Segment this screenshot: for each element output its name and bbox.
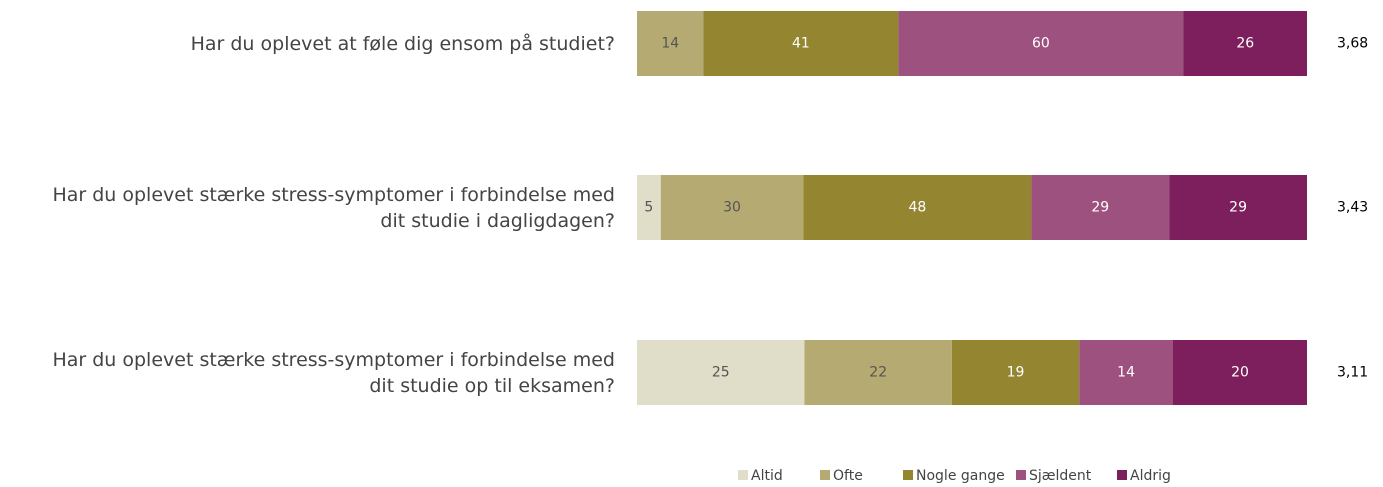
legend-label: Nogle gange [916,468,1005,484]
legend-swatch [1016,470,1026,480]
bar-segment [804,340,952,405]
bar-segment [637,11,704,76]
value-label: 20 [1231,365,1249,381]
question-label: Har du oplevet at føle dig ensom på stud… [190,32,615,55]
bar-segment [951,340,1080,405]
value-label: 25 [712,365,730,381]
value-label: 30 [723,200,741,216]
bar-segment [637,340,805,405]
bar-segment [1031,175,1170,240]
bar-segment [660,175,804,240]
mean-label: 3,68 [1337,36,1368,52]
value-label: 19 [1007,365,1025,381]
value-label: 22 [869,365,887,381]
value-label: 41 [792,36,810,52]
bar-segment [703,11,899,76]
value-label: 48 [908,200,926,216]
bar-segment [803,175,1032,240]
mean-label: 3,11 [1337,365,1368,381]
legend-label: Sjældent [1029,468,1092,484]
bar-segment [1173,340,1307,405]
value-label: 26 [1236,36,1254,52]
bar-segment [637,175,661,240]
value-label: 14 [661,36,679,52]
value-label: 60 [1032,36,1050,52]
legend-swatch [903,470,913,480]
question-label: Har du oplevet stærke stress-symptomer i… [52,183,615,232]
value-label: 5 [644,200,653,216]
question-label: Har du oplevet stærke stress-symptomer i… [52,348,615,397]
bar-segment [1183,11,1307,76]
legend-label: Aldrig [1130,468,1171,484]
legend-label: Ofte [833,468,863,484]
legend-swatch [738,470,748,480]
bar-segment [898,11,1184,76]
value-label: 14 [1117,365,1135,381]
legend-swatch [1117,470,1127,480]
value-label: 29 [1229,200,1247,216]
legend-label: Altid [751,468,783,484]
mean-label: 3,43 [1337,200,1368,216]
legend-swatch [820,470,830,480]
value-label: 29 [1091,200,1109,216]
bar-segment [1169,175,1307,240]
bar-segment [1079,340,1173,405]
